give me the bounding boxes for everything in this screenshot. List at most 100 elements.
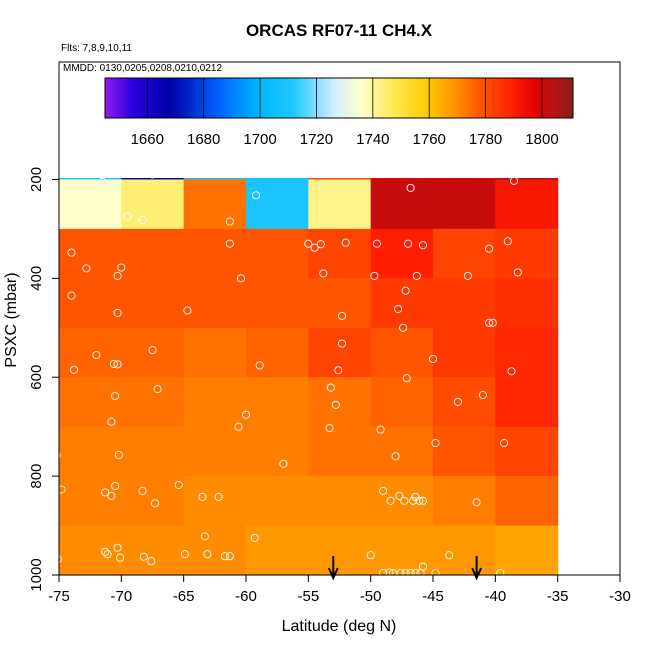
x-tick-label: -70 — [110, 588, 132, 605]
sample-point — [236, 274, 246, 283]
sample-point — [67, 291, 76, 300]
sample-point — [148, 170, 157, 179]
heatmap-cell — [121, 179, 185, 230]
sample-point — [200, 532, 209, 541]
sample-point — [372, 239, 381, 248]
sample-point — [379, 486, 388, 495]
colorbar-segment — [285, 78, 288, 118]
heatmap-cell — [246, 476, 309, 527]
sample-point — [404, 169, 413, 178]
sample-point — [183, 306, 192, 315]
heatmap-cell — [370, 178, 434, 181]
sample-point — [485, 244, 494, 253]
sample-point — [428, 354, 438, 363]
sample-point — [53, 555, 62, 564]
heatmap-cell — [370, 278, 434, 329]
colorbar-segment — [549, 78, 553, 118]
sample-point — [67, 248, 76, 257]
sample-point — [225, 239, 234, 248]
colorbar-segment — [360, 78, 363, 118]
heatmap-cell — [246, 278, 309, 329]
sample-point — [431, 568, 440, 578]
colorbar-segment — [250, 78, 253, 118]
colorbar-segment — [355, 78, 359, 118]
y-axis: 200 400 600 800 1000 — [28, 62, 60, 592]
colorbar-segment — [551, 78, 555, 118]
colorbar-segment — [376, 78, 380, 118]
colorbar-tick-label: 1700 — [243, 131, 276, 148]
colorbar-segment — [444, 78, 448, 118]
colorbar-segment — [418, 78, 422, 118]
sample-point — [552, 168, 561, 178]
colorbar-segment — [425, 78, 429, 118]
colorbar-segment — [477, 78, 480, 118]
heatmap-cell — [59, 426, 122, 477]
heatmap-cell — [183, 377, 247, 428]
colorbar-tick-label: 1680 — [187, 131, 220, 148]
sample-point — [400, 496, 409, 505]
colorbar-segment — [261, 78, 265, 118]
heatmap-cell — [59, 377, 122, 428]
x-tick-label: -55 — [297, 588, 319, 605]
colorbar-segment — [289, 78, 293, 118]
x-tick-label: -60 — [235, 588, 257, 605]
heatmap-cell — [495, 426, 559, 477]
heatmap-cell — [495, 278, 559, 329]
sample-point — [82, 264, 91, 273]
sample-point — [250, 533, 259, 542]
colorbar-segment — [226, 78, 230, 118]
colorbar-segment — [109, 78, 113, 118]
colorbar-tick-label: 1660 — [131, 131, 164, 148]
sample-point — [395, 491, 404, 500]
heatmap-cell — [495, 228, 559, 279]
colorbar-segment — [224, 78, 228, 118]
heatmap-cell — [370, 525, 434, 576]
colorbar-segment — [563, 78, 567, 118]
colorbar-segment — [275, 78, 279, 118]
sample-point — [415, 496, 424, 505]
colorbar-segment — [392, 78, 396, 118]
heatmap-cell — [183, 179, 247, 230]
sample-point — [116, 553, 125, 562]
sample-point — [138, 486, 147, 495]
colorbar-segment — [175, 78, 178, 118]
colorbar-segment — [161, 78, 164, 118]
sample-point — [366, 551, 375, 560]
colorbar-segment — [397, 78, 401, 118]
heatmap-cell — [433, 278, 496, 329]
colorbar-segment — [322, 78, 326, 118]
sample-point — [316, 240, 325, 249]
colorbar-segment — [217, 78, 221, 118]
heatmap-cell — [59, 278, 122, 329]
heatmap-cell — [246, 426, 309, 477]
arrow-markers — [327, 556, 483, 581]
colorbar-segment — [423, 78, 426, 118]
sample-point — [279, 459, 288, 468]
heatmap-cell — [246, 179, 309, 230]
heatmap-cell — [308, 377, 372, 428]
sample-point — [148, 345, 157, 355]
colorbar-segment — [568, 78, 572, 118]
heatmap-cell — [183, 278, 247, 329]
colorbar-segment — [177, 78, 181, 118]
sample-point — [463, 271, 472, 280]
colorbar-segment — [495, 78, 499, 118]
heatmap-cell — [433, 327, 496, 378]
colorbar-segment — [465, 78, 469, 118]
sample-point — [255, 361, 264, 370]
sample-point — [394, 304, 403, 314]
colorbar-segment — [479, 78, 483, 118]
colorbar-segment — [214, 78, 218, 118]
sample-point — [411, 568, 420, 578]
colorbar-segment — [245, 78, 249, 118]
sample-point — [341, 238, 350, 247]
arrow-marker-head — [327, 567, 339, 581]
colorbar-segment — [432, 78, 436, 118]
sample-point — [385, 568, 394, 577]
sample-point — [92, 350, 101, 360]
colorbar-segment — [463, 78, 466, 118]
colorbar-segment — [303, 78, 307, 118]
colorbar-segment — [123, 78, 127, 118]
heatmap-cell — [308, 327, 372, 378]
